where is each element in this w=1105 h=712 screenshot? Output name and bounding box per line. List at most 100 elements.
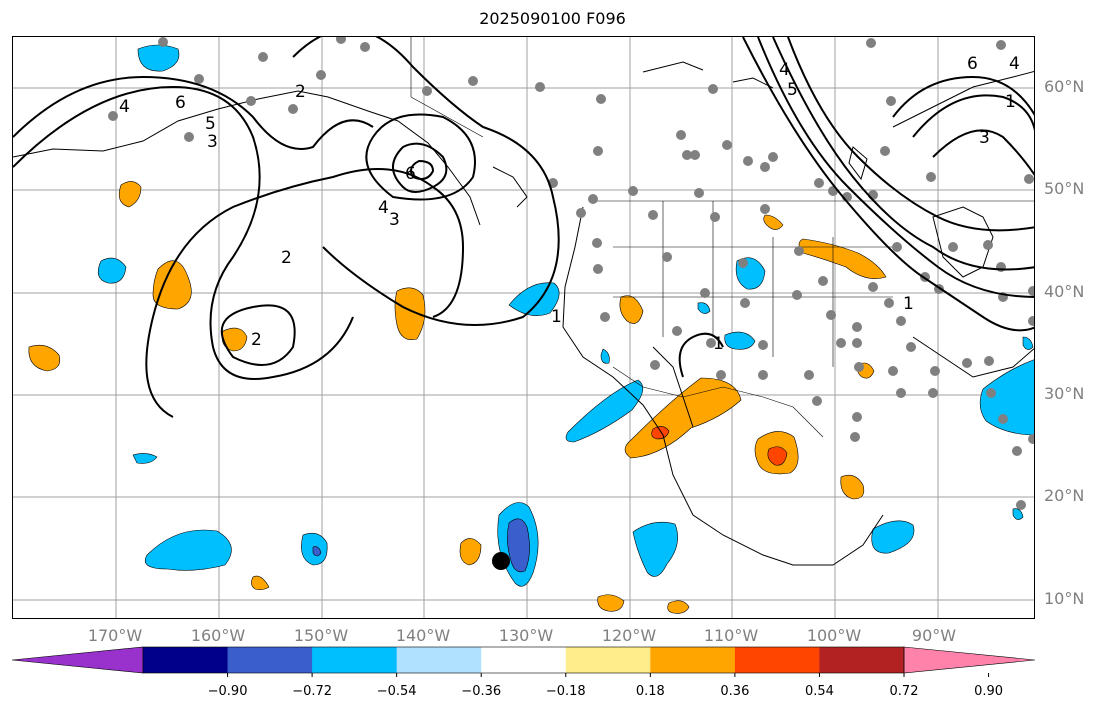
colorbar-segment <box>396 647 482 673</box>
fill-negative <box>724 331 756 350</box>
fill-negative <box>137 44 180 72</box>
colorbar-tick-label: −0.72 <box>292 684 333 699</box>
fill-warm-core <box>651 426 670 440</box>
lat-label: 50°N <box>1044 179 1085 198</box>
location-marker <box>492 552 510 570</box>
map-title: 2025090100 F096 <box>479 9 626 28</box>
fill-positive <box>221 327 248 352</box>
colorbar-tick-label: 0.36 <box>720 684 750 699</box>
lon-label: 160°W <box>190 626 246 645</box>
colorbar-tick-label: 0.72 <box>889 684 919 699</box>
fill-positive <box>798 238 887 279</box>
lon-label: 150°W <box>293 626 349 645</box>
contour-labels: 4 6 5 3 2 6 4 3 2 2 1 1 4 5 6 4 1 3 1 <box>119 54 1020 354</box>
colorbar-segment <box>734 647 820 673</box>
contour-lines <box>13 37 1034 418</box>
colorbar-tick-label: −0.90 <box>207 684 248 699</box>
lon-label: 140°W <box>395 626 451 645</box>
fill-positive <box>763 214 784 230</box>
fill-negative <box>1012 508 1024 520</box>
lat-label: 20°N <box>1044 486 1085 505</box>
fill-positive <box>667 600 690 614</box>
contour-label: 4 <box>779 60 790 80</box>
fill-positive <box>619 295 644 324</box>
fill-positive <box>251 575 270 590</box>
lon-label: 110°W <box>703 626 759 645</box>
fill-negative <box>97 257 127 284</box>
lat-label: 40°N <box>1044 282 1085 301</box>
contour-label: 3 <box>979 128 990 148</box>
colorbar-segments <box>11 646 1036 674</box>
fill-negative <box>871 520 915 554</box>
contour-label: 5 <box>787 80 798 100</box>
colorbar-ticks <box>227 673 990 677</box>
fill-positive <box>118 181 142 208</box>
colorbar-segment <box>481 647 567 673</box>
fill-negative <box>132 453 158 464</box>
fill-positive <box>597 594 625 612</box>
fill-negative <box>565 379 644 443</box>
contour-label: 2 <box>281 248 292 268</box>
station-dots <box>108 37 1034 510</box>
contour-label: 1 <box>1005 92 1016 112</box>
lon-label: 90°W <box>911 626 957 645</box>
lon-label: 100°W <box>806 626 862 645</box>
colorbar-segment <box>312 647 398 673</box>
map-canvas: 4 6 5 3 2 6 4 3 2 2 1 1 4 5 6 4 1 3 1 <box>13 37 1034 618</box>
colorbar-segment <box>143 647 229 673</box>
contour-label: 6 <box>175 93 186 113</box>
lat-label: 30°N <box>1044 384 1085 403</box>
contour-label: 3 <box>207 132 218 152</box>
contour-label: 2 <box>251 330 262 350</box>
contour-label: 4 <box>378 198 389 218</box>
lat-label: 60°N <box>1044 77 1085 96</box>
fill-negative-strong <box>507 518 530 573</box>
fill-negative <box>144 529 232 571</box>
colorbar-segment <box>565 647 651 673</box>
fill-negative <box>1022 336 1034 350</box>
lon-label: 130°W <box>498 626 554 645</box>
colorbar-tick-label: 0.54 <box>804 684 834 699</box>
political-borders <box>410 37 1034 438</box>
fill-positive <box>840 474 865 500</box>
colorbar <box>11 646 1036 677</box>
lon-label: 120°W <box>601 626 657 645</box>
colorbar-segment <box>650 647 736 673</box>
lon-label: 170°W <box>87 626 143 645</box>
anomaly-fills <box>28 44 1034 614</box>
fill-warm-core <box>767 446 788 466</box>
colorbar-tick-label: −0.54 <box>376 684 417 699</box>
fill-negative <box>600 348 610 364</box>
fill-positive <box>152 260 192 310</box>
contour-label: 1 <box>551 307 562 327</box>
colorbar-frame <box>142 646 905 674</box>
colorbar-extend-low <box>11 646 144 674</box>
fill-positive <box>28 344 61 372</box>
contour-label: 6 <box>967 54 978 74</box>
colorbar-extend-high <box>903 646 1036 674</box>
fill-positive <box>394 287 426 340</box>
colorbar-tick-label: −0.36 <box>461 684 502 699</box>
fill-positive <box>459 538 482 566</box>
fill-negative <box>697 302 711 314</box>
contour-label: 1 <box>713 334 724 354</box>
colorbar-tick-label: 0.90 <box>974 684 1004 699</box>
coastlines <box>13 61 1034 566</box>
colorbar-tick-label: 0.18 <box>635 684 665 699</box>
contour-label: 1 <box>903 294 914 314</box>
contour-label: 4 <box>119 97 130 117</box>
fill-negative <box>632 521 678 577</box>
colorbar-tick-label: −0.18 <box>545 684 586 699</box>
fill-negative <box>979 359 1034 436</box>
contour-label: 2 <box>295 82 306 102</box>
colorbar-segment <box>227 647 313 673</box>
contour-label: 3 <box>389 210 400 230</box>
graticule <box>13 37 1034 618</box>
contour-label: 4 <box>1009 54 1020 74</box>
lat-label: 10°N <box>1044 589 1085 608</box>
colorbar-segment <box>819 647 905 673</box>
map-panel: 4 6 5 3 2 6 4 3 2 2 1 1 4 5 6 4 1 3 1 <box>12 36 1035 619</box>
contour-label: 6 <box>405 164 416 184</box>
contour-label: 5 <box>205 114 216 134</box>
fill-negative-strong <box>312 546 322 557</box>
